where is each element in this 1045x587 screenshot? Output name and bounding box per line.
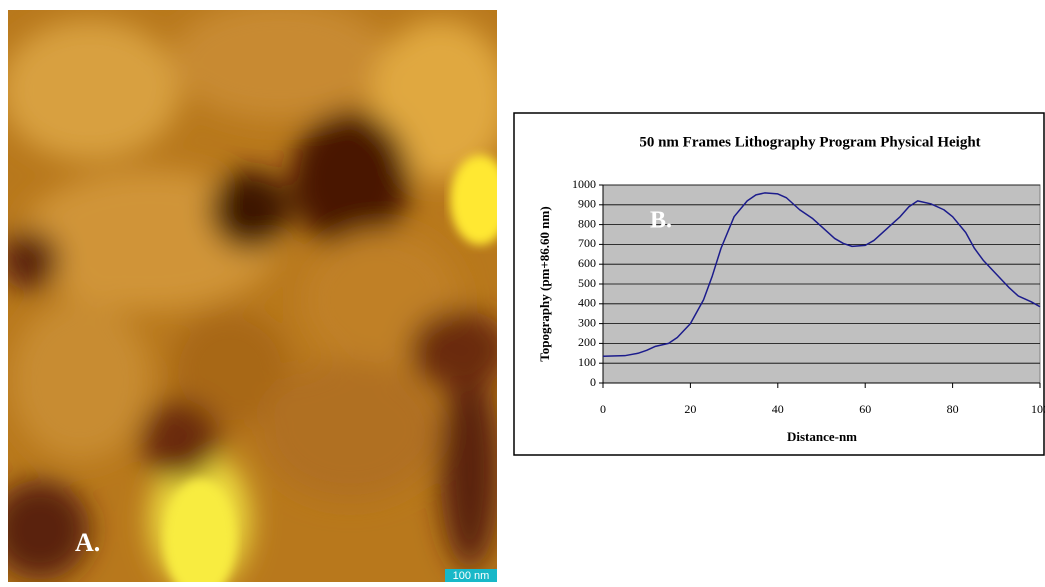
y-tick-label: 1000 [572,177,596,191]
x-tick-label: 0 [600,402,606,416]
y-tick-label: 900 [578,197,596,211]
panel-label: A. [75,528,100,557]
y-tick-label: 300 [578,315,596,329]
annotation: B. [650,208,672,234]
scale-bar-label: 100 nm [453,570,490,582]
y-tick-label: 400 [578,296,596,310]
chart-title: 50 nm Frames Lithography Program Physica… [639,134,980,150]
y-tick-label: 500 [578,276,596,290]
x-tick-label: 40 [772,402,784,416]
y-tick-label: 100 [578,355,596,369]
x-axis-label: Distance-nm [787,429,857,444]
x-tick-label: 60 [859,402,871,416]
y-tick-label: 800 [578,216,596,230]
y-tick-label: 700 [578,236,596,250]
y-tick-label: 200 [578,335,596,349]
x-tick-label: 80 [947,402,959,416]
plot: 0 100 200 300 400 500 600 700 800 900 1000 0 20 40 60 8… [572,177,1045,416]
afm-image: 100 nm A. [8,10,497,582]
x-tick-label: 20 [684,402,696,416]
series-line [602,192,1041,358]
y-tick-label: 600 [578,256,596,270]
x-tick-label: 100 [1031,402,1045,416]
y-tick-label: 0 [590,375,596,389]
y-axis-label: Topography (pm+86.60 nm) [537,206,552,361]
